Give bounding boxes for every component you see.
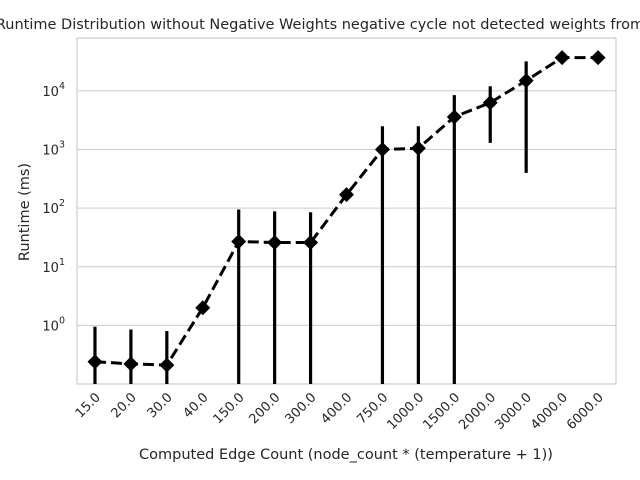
data-point [482, 95, 498, 111]
series-path [94, 56, 598, 367]
x-tick-label: 1000.0 [384, 390, 427, 433]
data-point [267, 234, 283, 250]
x-tick-label: 3000.0 [492, 390, 535, 433]
series-markers [87, 50, 606, 373]
y-tick-label: 104 [42, 81, 65, 100]
data-point [123, 356, 139, 372]
x-tick-label: 20.0 [109, 390, 140, 421]
plot-frame [76, 37, 617, 385]
x-tick-label: 1500.0 [420, 390, 463, 433]
y-tick-label: 102 [42, 198, 65, 217]
y-tick-labels: 100 101 102 103 104 [42, 81, 65, 334]
plot-border [76, 37, 617, 385]
data-point [410, 140, 426, 156]
data-point [195, 300, 211, 316]
y-tick-label: 100 [42, 315, 65, 334]
x-tick-label: 30.0 [145, 390, 176, 421]
x-tick-label: 150.0 [211, 390, 248, 427]
grid-lines [77, 90, 616, 326]
chart-title: Runtime Distribution without Negative We… [0, 17, 640, 33]
x-tick-label: 6000.0 [564, 390, 607, 433]
data-point [339, 187, 354, 203]
x-axis-label: Computed Edge Count (node_count * (tempe… [139, 447, 553, 463]
x-tick-label: 40.0 [181, 390, 212, 421]
x-tick-label: 15.0 [73, 390, 104, 421]
data-point [374, 142, 390, 158]
series-line [94, 56, 598, 367]
data-point [303, 234, 319, 250]
x-tick-label: 200.0 [247, 390, 284, 427]
data-point [231, 233, 247, 249]
error-bars [93, 61, 528, 384]
x-tick-label: 4000.0 [528, 390, 571, 433]
data-point [159, 357, 175, 373]
data-point [554, 50, 570, 66]
x-tick-label: 2000.0 [456, 390, 499, 433]
y-axis-label: Runtime (ms) [17, 163, 33, 261]
y-tick-label: 103 [42, 140, 65, 159]
y-tick-label: 101 [42, 257, 65, 276]
x-tick-label: 300.0 [282, 390, 319, 427]
data-point [518, 73, 534, 89]
data-point [446, 109, 462, 125]
x-tick-labels: 15.0 20.0 30.0 40.0 150.0 200.0 300.0 400.0 750.… [73, 390, 607, 433]
data-point [590, 50, 606, 66]
x-tick-label: 400.0 [318, 390, 355, 427]
data-point [87, 354, 103, 370]
